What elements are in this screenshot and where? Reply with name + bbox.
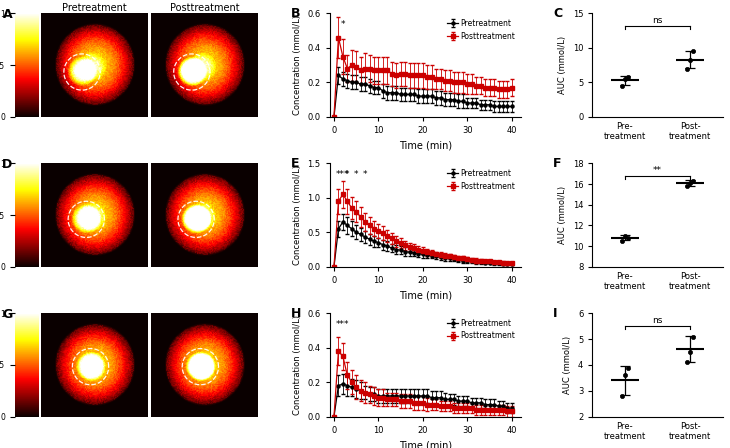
Point bbox=[684, 56, 696, 63]
Point bbox=[682, 182, 694, 190]
Y-axis label: Concentration (mmol/L): Concentration (mmol/L) bbox=[293, 165, 301, 265]
Point bbox=[616, 392, 628, 400]
Text: H: H bbox=[291, 307, 301, 320]
Point bbox=[619, 75, 631, 82]
Y-axis label: AUC (mmol/L): AUC (mmol/L) bbox=[558, 186, 567, 244]
Point bbox=[682, 65, 694, 72]
X-axis label: Time (min): Time (min) bbox=[399, 440, 452, 448]
Text: *: * bbox=[341, 20, 345, 29]
Title: Pretreatment: Pretreatment bbox=[63, 3, 127, 13]
Point bbox=[622, 234, 634, 241]
Text: ***: *** bbox=[336, 170, 350, 179]
Point bbox=[682, 359, 694, 366]
Y-axis label: AUC (mmol/L): AUC (mmol/L) bbox=[558, 36, 567, 94]
Point bbox=[616, 237, 628, 245]
Point bbox=[622, 364, 634, 371]
Text: I: I bbox=[553, 307, 558, 320]
Point bbox=[616, 82, 628, 90]
Text: *: * bbox=[363, 170, 367, 179]
Text: B: B bbox=[291, 7, 301, 20]
Point bbox=[622, 73, 634, 81]
Y-axis label: AUC (mmol/L): AUC (mmol/L) bbox=[564, 336, 572, 394]
Y-axis label: Concentration (mmol/L): Concentration (mmol/L) bbox=[293, 315, 301, 415]
Text: ***: *** bbox=[336, 320, 350, 329]
Text: C: C bbox=[553, 7, 562, 20]
Point bbox=[687, 333, 699, 340]
Y-axis label: Concentration (mmol/L): Concentration (mmol/L) bbox=[293, 15, 301, 115]
Title: Posttreatment: Posttreatment bbox=[170, 3, 239, 13]
Point bbox=[684, 179, 696, 186]
Text: G: G bbox=[2, 308, 12, 321]
Text: *: * bbox=[345, 170, 350, 179]
Text: *: * bbox=[354, 170, 358, 179]
Point bbox=[684, 349, 696, 356]
Text: F: F bbox=[553, 157, 561, 170]
Point bbox=[687, 177, 699, 185]
Legend: Pretreatment, Posttreatment: Pretreatment, Posttreatment bbox=[445, 167, 517, 192]
Text: ns: ns bbox=[653, 16, 663, 25]
Text: **: ** bbox=[653, 166, 662, 175]
Legend: Pretreatment, Posttreatment: Pretreatment, Posttreatment bbox=[445, 17, 517, 42]
Text: D: D bbox=[2, 158, 12, 171]
X-axis label: Time (min): Time (min) bbox=[399, 140, 452, 151]
Text: ns: ns bbox=[653, 316, 663, 325]
Point bbox=[619, 232, 631, 239]
Text: E: E bbox=[291, 157, 300, 170]
Text: A: A bbox=[3, 8, 12, 21]
Point bbox=[687, 48, 699, 55]
Point bbox=[619, 372, 631, 379]
X-axis label: Time (min): Time (min) bbox=[399, 290, 452, 300]
Legend: Pretreatment, Posttreatment: Pretreatment, Posttreatment bbox=[445, 317, 517, 342]
